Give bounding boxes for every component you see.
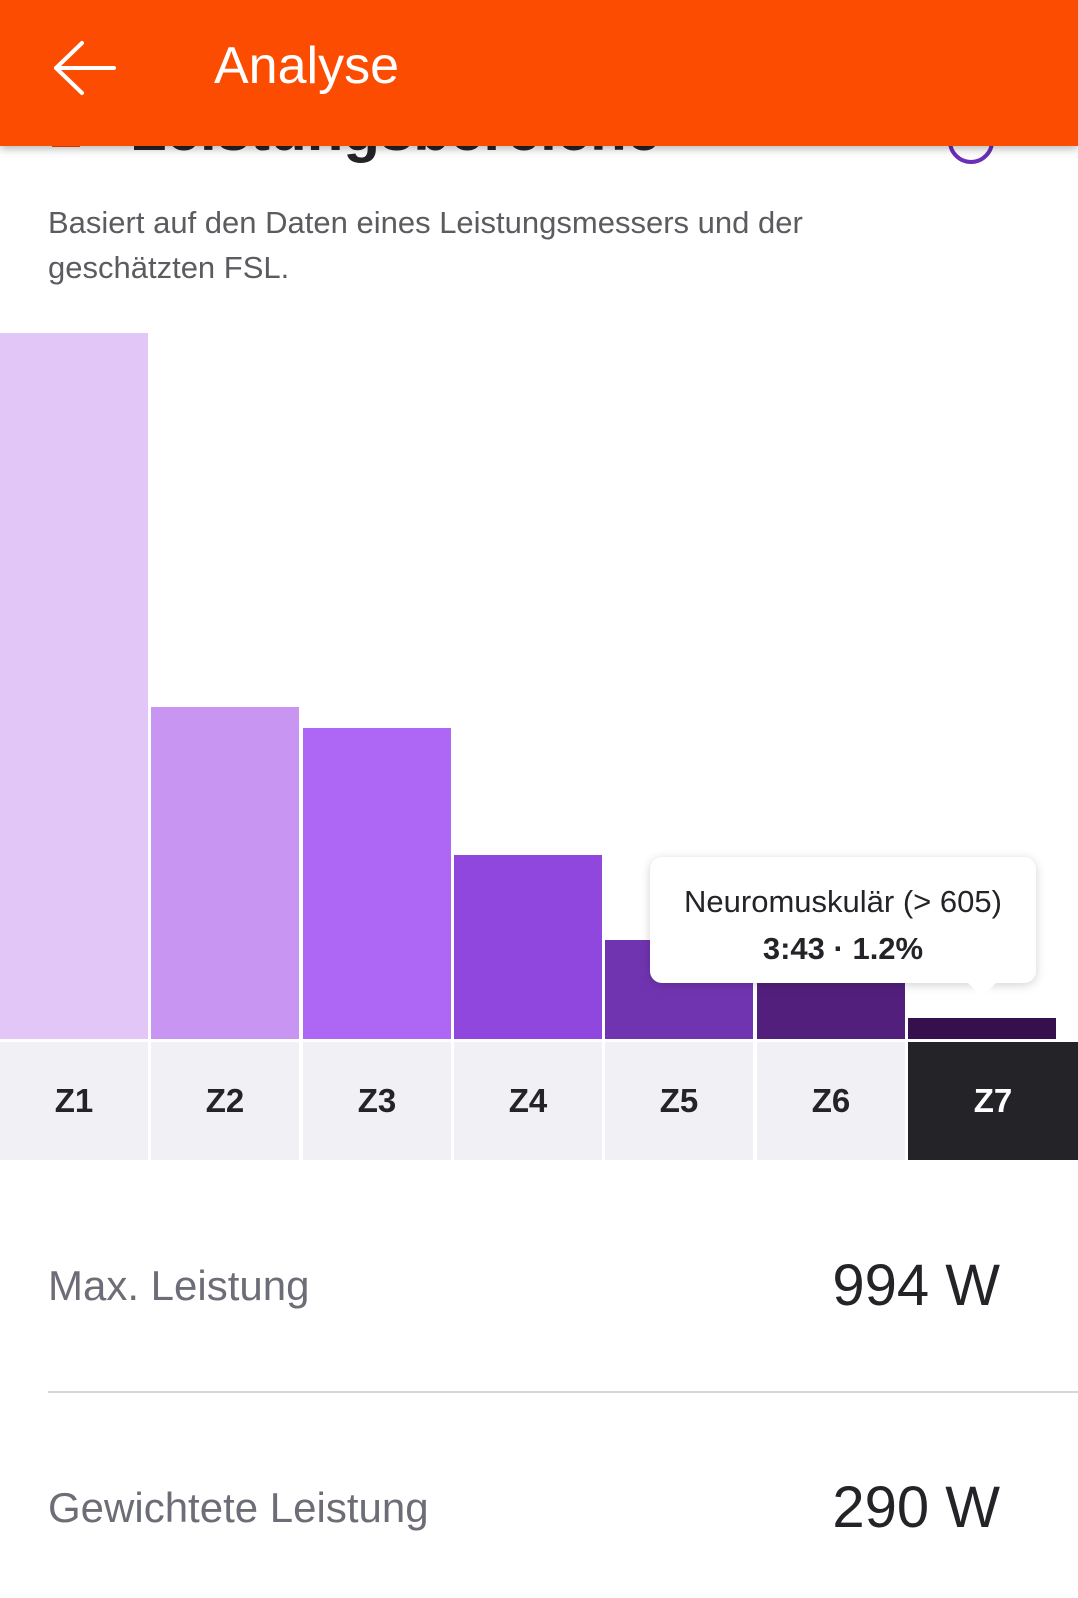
- zone-label-z6[interactable]: Z6: [757, 1042, 905, 1160]
- zone-label-z1[interactable]: Z1: [0, 1042, 148, 1160]
- chart-zone-labels: Z1 Z2 Z3 Z4 Z5 Z6 Z7: [0, 1042, 1078, 1160]
- bar-z4[interactable]: [454, 855, 602, 1039]
- stat-value: 994 W: [832, 1253, 1000, 1318]
- zone-tooltip: Neuromuskulär (> 605) 3:43 · 1.2%: [650, 857, 1036, 997]
- bar-z6[interactable]: [757, 983, 905, 1039]
- zone-label-z2[interactable]: Z2: [151, 1042, 299, 1160]
- zone-label-z4[interactable]: Z4: [454, 1042, 602, 1160]
- section-subtitle: Basiert auf den Daten eines Leistungsmes…: [48, 205, 803, 285]
- stat-row-max-power: Max. Leistung 994 W: [48, 1234, 1078, 1334]
- stat-label: Gewichtete Leistung: [48, 1484, 429, 1531]
- bar-z7[interactable]: [908, 1018, 1056, 1039]
- app-bar: Analyse: [0, 0, 1078, 146]
- zone-label-z7[interactable]: Z7: [908, 1042, 1078, 1160]
- tooltip-value: 3:43 · 1.2%: [762, 931, 924, 966]
- stat-row-weighted-power: Gewichtete Leistung 290 W: [48, 1456, 1078, 1556]
- power-zones-chart: Z1 Z2 Z3 Z4 Z5 Z6 Z7 Neuromuskulär (> 605) 3:4…: [0, 330, 1078, 1160]
- stat-value: 290 W: [832, 1475, 1000, 1540]
- divider: [48, 1391, 1078, 1393]
- zone-label-z5[interactable]: Z5: [605, 1042, 753, 1160]
- bar-z1[interactable]: [0, 333, 148, 1039]
- app-bar-title: Analyse: [214, 37, 399, 95]
- bar-z2[interactable]: [151, 707, 299, 1039]
- bar-z3[interactable]: [303, 728, 451, 1039]
- chart-bars: [0, 330, 1078, 1039]
- back-button[interactable]: [36, 20, 132, 116]
- zone-label-z3[interactable]: Z3: [303, 1042, 451, 1160]
- arrow-left-icon: [54, 41, 116, 95]
- stat-label: Max. Leistung: [48, 1262, 310, 1309]
- tooltip-title: Neuromuskulär (> 605): [684, 884, 1002, 919]
